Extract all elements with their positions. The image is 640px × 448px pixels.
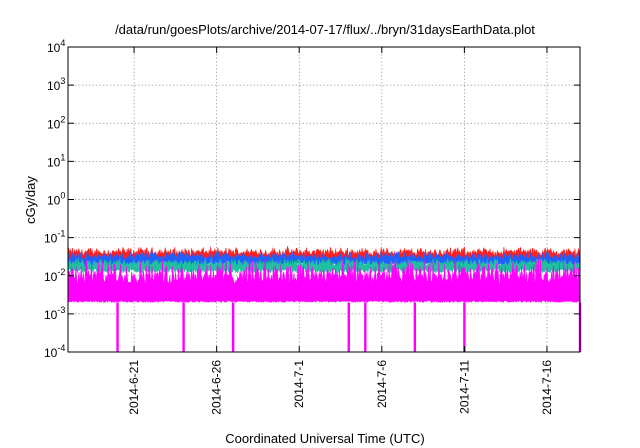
- y-axis-label: cGy/day: [23, 176, 38, 224]
- y-tick-label: 102: [47, 114, 65, 131]
- plot-area: 10-4 10-3 10-2 10-1 100 101 102 103 104 2014-6-21…: [44, 38, 582, 415]
- chart-title: /data/run/goesPlots/archive/2014-07-17/f…: [115, 22, 535, 37]
- dropout-spike: [463, 302, 466, 352]
- y-tick-label: 10-4: [44, 343, 65, 360]
- x-tick-label: 2014-7-1: [292, 360, 306, 408]
- dropout-spike: [116, 302, 119, 352]
- y-tick-label: 103: [47, 76, 65, 93]
- dropout-spike: [347, 302, 350, 352]
- x-tick-label: 2014-7-6: [375, 360, 389, 408]
- y-tick-label: 10-1: [44, 229, 65, 246]
- dropout-spike: [413, 302, 417, 352]
- x-axis-label: Coordinated Universal Time (UTC): [225, 431, 424, 446]
- y-tick-label: 101: [47, 152, 65, 169]
- y-tick-label: 104: [47, 38, 65, 55]
- y-tick-label: 100: [47, 191, 65, 208]
- x-tick-label: 2014-7-11: [457, 360, 471, 414]
- dropout-spike: [364, 302, 367, 352]
- y-tick-label: 10-2: [44, 267, 65, 284]
- x-tick-label: 2014-7-16: [540, 360, 554, 415]
- x-tick-label: 2014-6-26: [210, 360, 224, 415]
- y-tick-label: 10-3: [44, 305, 65, 322]
- dropout-spike: [182, 302, 185, 352]
- dropout-spike: [231, 302, 235, 352]
- x-tick-label: 2014-6-21: [127, 360, 141, 415]
